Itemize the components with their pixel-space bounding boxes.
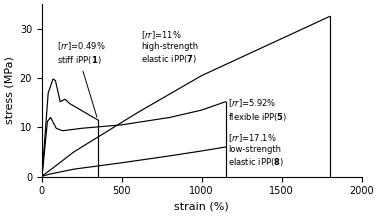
Text: $[rr]$=5.92%
flexible iPP($\mathbf{5}$): $[rr]$=5.92% flexible iPP($\mathbf{5}$)	[228, 98, 287, 123]
Y-axis label: stress (MPa): stress (MPa)	[4, 56, 14, 124]
Text: $[rr]$=17.1%
low-strength
elastic iPP($\mathbf{8}$): $[rr]$=17.1% low-strength elastic iPP($\…	[228, 132, 284, 168]
X-axis label: strain (%): strain (%)	[174, 202, 229, 212]
Text: $[rr]$=0.49%
stiff iPP($\mathbf{1}$): $[rr]$=0.49% stiff iPP($\mathbf{1}$)	[57, 40, 105, 117]
Text: $[rr]$=11%
high-strength
elastic iPP($\mathbf{7}$): $[rr]$=11% high-strength elastic iPP($\m…	[141, 29, 198, 65]
